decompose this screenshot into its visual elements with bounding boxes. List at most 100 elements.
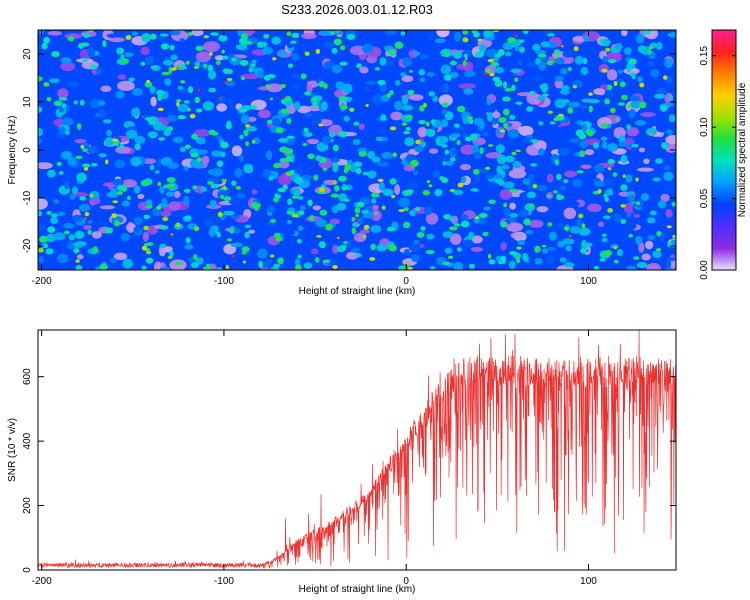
- heatmap-blob: [463, 88, 474, 95]
- heatmap-blob: [408, 179, 420, 190]
- heatmap-peak: [666, 225, 672, 229]
- heatmap-peak: [547, 110, 554, 114]
- x-tick-label: 100: [580, 576, 597, 587]
- heatmap-peak: [176, 67, 180, 70]
- heatmap-peak: [156, 206, 162, 210]
- heatmap-blob: [195, 257, 204, 265]
- heatmap-blob: [444, 149, 450, 155]
- heatmap-blob: [114, 159, 126, 169]
- heatmap-blob: [457, 105, 466, 113]
- heatmap-blob: [429, 266, 436, 270]
- heatmap-blob: [161, 71, 170, 76]
- heatmap-low-patch: [665, 208, 673, 218]
- heatmap-blob: [60, 57, 72, 64]
- heatmap-blob: [82, 57, 89, 62]
- heatmap-blob: [537, 53, 547, 58]
- heatmap-blob: [191, 133, 198, 140]
- heatmap-low-patch: [142, 231, 150, 242]
- heatmap-blob: [575, 129, 584, 137]
- heatmap-peak: [242, 260, 247, 264]
- heatmap-blob: [227, 99, 233, 105]
- heatmap-peak: [84, 211, 90, 217]
- heatmap-blob: [38, 235, 48, 243]
- heatmap-blob: [336, 245, 346, 253]
- heatmap-blob: [58, 199, 70, 206]
- heatmap-blob: [425, 128, 436, 138]
- heatmap-blob: [631, 143, 639, 148]
- heatmap-blob: [68, 234, 75, 241]
- heatmap-blob: [343, 240, 348, 245]
- heatmap-blob: [122, 42, 133, 49]
- heatmap-blob: [559, 257, 567, 263]
- heatmap-blob: [498, 116, 507, 123]
- heatmap-blob: [496, 165, 503, 175]
- heatmap-peak: [162, 216, 169, 222]
- heatmap-blob: [519, 191, 530, 200]
- heatmap-blob: [659, 104, 668, 112]
- heatmap-blob: [382, 188, 394, 196]
- heatmap-blob: [207, 70, 217, 80]
- heatmap-blob: [634, 120, 647, 126]
- heatmap-blob: [616, 248, 623, 257]
- heatmap-blob: [620, 154, 628, 164]
- heatmap-blob: [398, 265, 407, 270]
- heatmap-blob: [43, 36, 50, 44]
- heatmap-blob: [208, 228, 216, 237]
- heatmap-blob: [67, 80, 79, 89]
- heatmap-blob: [78, 203, 91, 212]
- heatmap-peak: [143, 225, 149, 231]
- heatmap-low-patch: [598, 221, 605, 228]
- colorbar-frame: [711, 29, 737, 271]
- heatmap-blob: [207, 64, 214, 72]
- heatmap-blob: [533, 75, 544, 82]
- heatmap-peak: [532, 184, 538, 189]
- heatmap-low-patch: [509, 202, 516, 210]
- heatmap-blob: [445, 160, 454, 166]
- heatmap-blob: [628, 109, 636, 119]
- heatmap-blob: [494, 53, 502, 58]
- heatmap-blob: [217, 95, 226, 104]
- heatmap-blob: [143, 214, 150, 220]
- heatmap-blob: [294, 258, 301, 266]
- heatmap-blob: [353, 121, 360, 126]
- heatmap-blob: [540, 41, 550, 48]
- heatmap-blob: [164, 78, 172, 86]
- heatmap-blob: [195, 45, 204, 51]
- heatmap-low-patch: [644, 240, 654, 250]
- heatmap-blob: [47, 169, 56, 178]
- heatmap-low-patch: [370, 209, 382, 221]
- heatmap-peak: [558, 113, 564, 117]
- heatmap-peak: [225, 264, 229, 270]
- heatmap-blob: [293, 82, 300, 91]
- heatmap-blob: [542, 93, 549, 97]
- heatmap-blob: [69, 109, 82, 117]
- heatmap-blob: [176, 98, 182, 103]
- heatmap-peak: [193, 65, 200, 69]
- heatmap-blob: [159, 243, 167, 249]
- heatmap-blob: [297, 196, 304, 200]
- heatmap-blob: [45, 248, 54, 255]
- heatmap-blob: [528, 90, 536, 95]
- heatmap-blob: [331, 47, 338, 54]
- heatmap-blob: [303, 127, 309, 133]
- heatmap-blob: [407, 89, 415, 96]
- heatmap-peak: [187, 32, 193, 37]
- heatmap-peak: [355, 213, 360, 217]
- heatmap-blob: [425, 250, 435, 255]
- heatmap-blob: [87, 229, 92, 235]
- heatmap-peak: [318, 123, 323, 127]
- heatmap-blob: [402, 57, 413, 67]
- heatmap-blob: [555, 120, 562, 127]
- heatmap-blob: [341, 83, 353, 94]
- heatmap-blob: [388, 128, 399, 134]
- heatmap-low-patch: [510, 232, 525, 239]
- heatmap-blob: [637, 76, 643, 83]
- heatmap-blob: [290, 40, 297, 44]
- heatmap-blob: [490, 61, 500, 67]
- heatmap-blob: [325, 223, 333, 231]
- heatmap-peak: [349, 107, 355, 113]
- heatmap-peak: [392, 152, 397, 157]
- colorbar-tick-label: 0.05: [699, 188, 710, 208]
- heatmap-blob: [159, 33, 169, 37]
- heatmap-blob: [460, 220, 470, 228]
